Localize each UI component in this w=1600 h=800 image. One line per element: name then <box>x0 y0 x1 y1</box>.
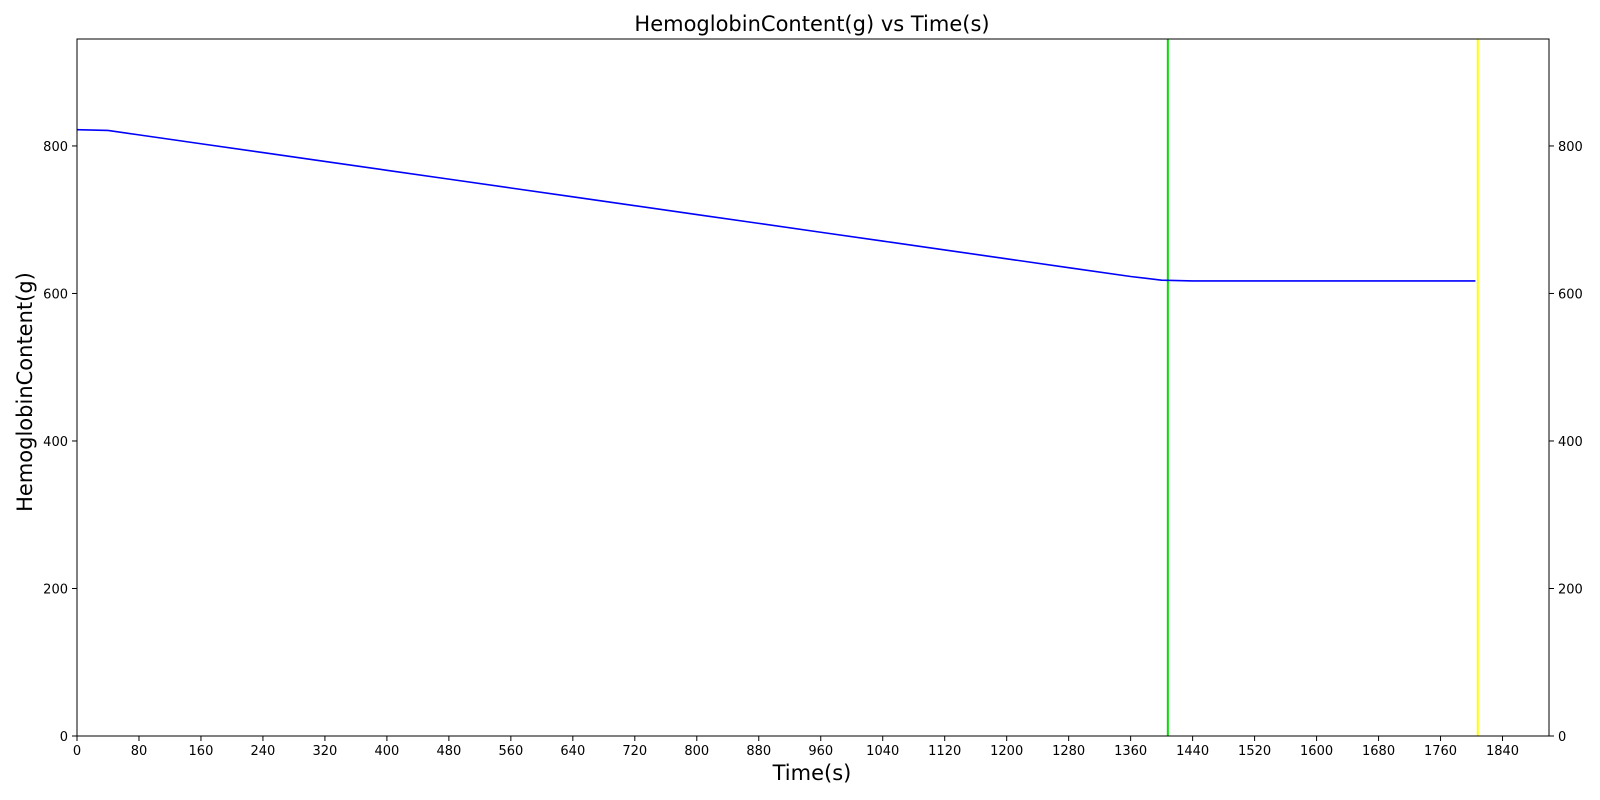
series-line-1 <box>76 128 1476 282</box>
y-axis-left: 0 200 400 600 800 <box>43 140 77 745</box>
x-tick-label: 960 <box>808 744 833 759</box>
x-tick-label: 880 <box>746 744 771 759</box>
chart-title: HemoglobinContent(g) vs Time(s) <box>634 12 989 36</box>
y-tick-label-right: 400 <box>1558 435 1583 450</box>
x-tick-label: 640 <box>560 744 585 759</box>
x-tick-label: 1040 <box>866 744 899 759</box>
x-tick-label: 1680 <box>1362 744 1395 759</box>
x-tick-label: 1200 <box>990 744 1023 759</box>
x-tick-label: 320 <box>313 744 338 759</box>
x-tick-label: 1440 <box>1176 744 1209 759</box>
x-tick-label: 800 <box>684 744 709 759</box>
y-axis-label: HemoglobinContent(g) <box>13 272 37 512</box>
x-tick-label: 560 <box>498 744 523 759</box>
x-tick-label: 0 <box>73 744 81 759</box>
x-tick-label: 1760 <box>1424 744 1457 759</box>
vertical-lines <box>1166 39 1479 736</box>
y-tick-label-right: 200 <box>1558 582 1583 597</box>
x-tick-label: 1520 <box>1238 744 1271 759</box>
x-tick-label: 1600 <box>1300 744 1333 759</box>
x-tick-label: 1840 <box>1486 744 1519 759</box>
x-tick-label: 1120 <box>928 744 961 759</box>
x-axis: 0 80 160 240 320 400 480 560 640 720 800 880 960 1040… <box>73 736 1519 759</box>
y-tick-label-left: 800 <box>43 140 68 155</box>
x-tick-label: 240 <box>251 744 276 759</box>
y-axis-right: 0 200 400 600 800 <box>1549 140 1583 745</box>
x-tick-label: 400 <box>374 744 399 759</box>
y-tick-label-left: 600 <box>43 287 68 302</box>
y-tick-label-right: 0 <box>1558 730 1566 745</box>
y-tick-label-left: 0 <box>60 730 68 745</box>
x-tick-label: 80 <box>131 744 148 759</box>
x-tick-label: 480 <box>436 744 461 759</box>
y-tick-label-right: 800 <box>1558 140 1583 155</box>
plot-frame <box>76 38 1550 737</box>
series-layer <box>76 128 1476 282</box>
x-axis-label: Time(s) <box>772 761 852 785</box>
y-tick-label-right: 600 <box>1558 287 1583 302</box>
x-tick-label: 1360 <box>1114 744 1147 759</box>
x-tick-label: 720 <box>622 744 647 759</box>
y-tick-label-left: 400 <box>43 435 68 450</box>
x-tick-label: 160 <box>189 744 214 759</box>
x-tick-label: 1280 <box>1052 744 1085 759</box>
y-tick-label-left: 200 <box>43 582 68 597</box>
